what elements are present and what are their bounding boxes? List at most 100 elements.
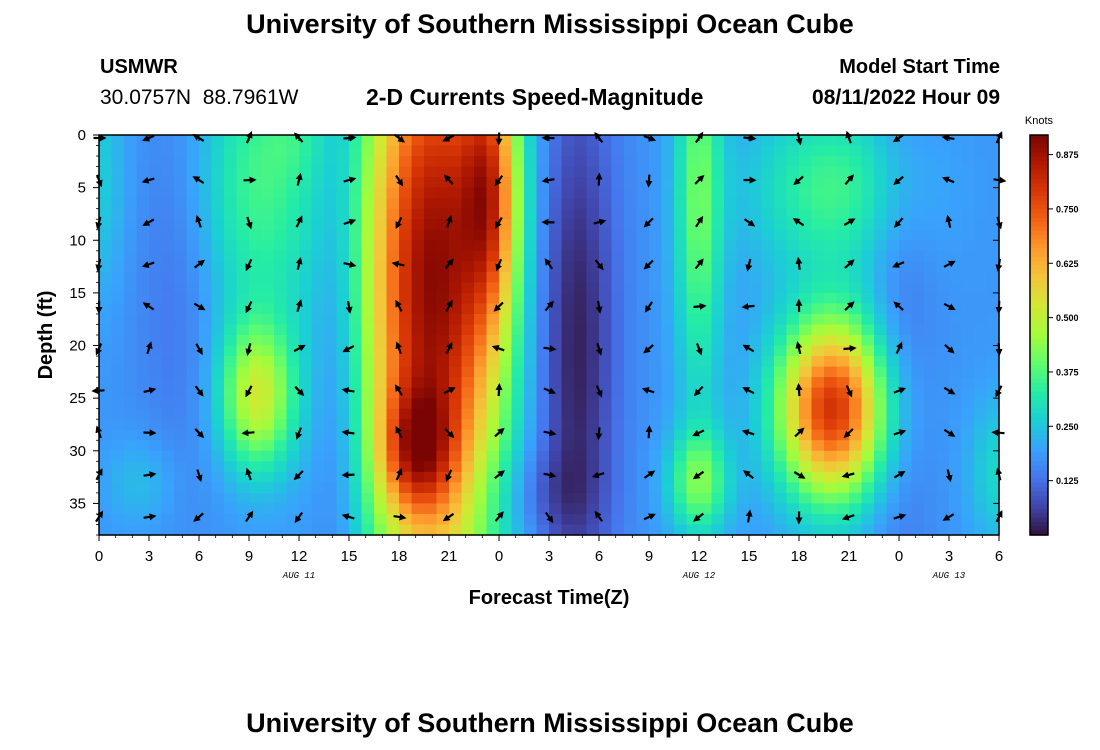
heat-cell [786, 208, 800, 220]
heat-cell [949, 135, 963, 147]
heat-cell [861, 187, 875, 199]
heat-cell [711, 250, 725, 262]
heat-cell [411, 335, 425, 347]
heat-cell [861, 145, 875, 157]
heat-cell [699, 240, 713, 252]
heat-cell [774, 503, 788, 515]
heat-cell [286, 303, 300, 315]
heat-cell [286, 513, 300, 526]
heat-cell [674, 440, 688, 452]
heat-cell [124, 208, 138, 220]
colorbar-segment [1030, 426, 1048, 432]
heat-cell [924, 166, 938, 178]
heat-cell [711, 366, 725, 378]
heat-cell [274, 292, 288, 305]
colorbar-segment [1030, 352, 1048, 358]
heat-cell [511, 356, 525, 368]
heat-cell [186, 335, 200, 347]
heat-cell [749, 335, 763, 347]
heat-cell [674, 208, 688, 220]
heat-cell [874, 156, 888, 168]
heat-cell [161, 240, 175, 252]
heat-cell [236, 482, 250, 494]
heat-cell [324, 429, 338, 441]
heat-cell [136, 292, 150, 305]
heat-cell [949, 240, 963, 252]
heat-cell [811, 177, 825, 189]
colorbar-segment [1030, 256, 1048, 262]
heat-cell [511, 208, 525, 220]
heat-cell [249, 271, 263, 283]
heat-cell [586, 282, 600, 294]
heat-cell [586, 303, 600, 315]
heat-cell [986, 219, 1000, 231]
heat-cell [461, 177, 475, 189]
heat-cell [299, 450, 313, 462]
heat-cell [186, 282, 200, 294]
heat-cell [349, 440, 363, 452]
current-arrow [395, 341, 403, 355]
heat-cell [849, 471, 863, 483]
heat-cell [661, 208, 675, 220]
heat-cell [499, 503, 513, 515]
heat-cell [474, 377, 488, 389]
heat-cell [786, 471, 800, 483]
chart-subtitle: 2-D Currents Speed-Magnitude [366, 84, 704, 110]
heat-cell [361, 492, 375, 505]
heat-cell [561, 292, 575, 305]
heat-cell [924, 471, 938, 483]
heat-cell [99, 219, 113, 231]
date-label: AUG 13 [932, 571, 966, 581]
heat-cell [486, 292, 500, 305]
heat-cell [299, 429, 313, 441]
current-arrow [645, 425, 653, 439]
heat-cell [374, 335, 388, 347]
current-arrow [641, 387, 655, 394]
heat-cell [224, 156, 238, 168]
heat-cell [336, 324, 350, 336]
colorbar-tick-label: 0.750 [1056, 204, 1079, 214]
current-arrow [794, 427, 805, 438]
heat-cell [474, 387, 488, 399]
heat-cell [811, 208, 825, 220]
heat-cell [299, 282, 313, 294]
heat-cell [124, 450, 138, 462]
heat-cell [599, 440, 613, 452]
heat-cell [199, 503, 213, 515]
heat-cell [461, 166, 475, 178]
heat-cell [336, 156, 350, 168]
heat-cell [661, 135, 675, 147]
heat-cell [386, 492, 400, 505]
heat-cell [449, 198, 463, 210]
heat-cell [161, 229, 175, 241]
heat-cell [524, 135, 538, 147]
heat-cell [736, 313, 750, 326]
heat-cell [124, 419, 138, 431]
heat-cell [574, 450, 588, 462]
heat-cell [174, 261, 188, 273]
heat-cell [986, 208, 1000, 220]
heat-cell [599, 482, 613, 494]
heat-cell [836, 208, 850, 220]
heat-cell [486, 313, 500, 326]
heat-cell [986, 145, 1000, 157]
heat-cell [449, 250, 463, 262]
heat-cell [299, 419, 313, 431]
heat-cell [699, 303, 713, 315]
heat-cell [961, 482, 975, 494]
heat-cell [761, 208, 775, 220]
heat-cell [186, 324, 200, 336]
heat-cell [624, 513, 638, 526]
heat-cell [399, 156, 413, 168]
current-arrow [544, 511, 554, 524]
heat-cell [636, 440, 650, 452]
heat-cell [286, 377, 300, 389]
heat-cell [786, 419, 800, 431]
heat-cell [124, 303, 138, 315]
heat-cell [811, 356, 825, 368]
heat-cell [586, 429, 600, 441]
heat-cell [949, 461, 963, 473]
heat-cell [374, 261, 388, 273]
heat-cell [924, 377, 938, 389]
heat-cell [749, 177, 763, 189]
